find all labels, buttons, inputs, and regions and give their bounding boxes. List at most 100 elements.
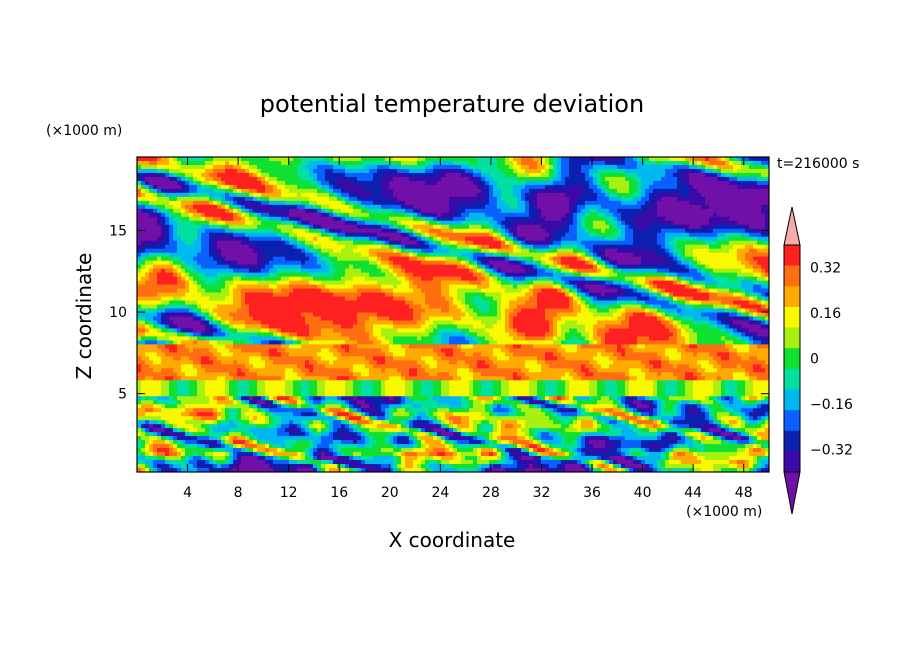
field-cell <box>545 236 550 242</box>
field-cell <box>233 192 238 198</box>
field-cell <box>509 160 514 166</box>
field-cell <box>441 264 446 270</box>
field-cell <box>625 232 630 238</box>
field-cell <box>589 268 594 274</box>
field-cell <box>405 280 410 285</box>
field-cell <box>601 264 606 270</box>
field-cell <box>721 172 726 178</box>
field-cell <box>453 248 458 254</box>
field-cell <box>701 172 706 178</box>
field-cell <box>573 172 578 178</box>
field-cell <box>549 208 554 214</box>
field-cell <box>729 192 734 198</box>
field-cell <box>477 160 482 166</box>
field-cell <box>637 200 642 206</box>
field-cell <box>397 216 402 222</box>
field-cell <box>493 260 498 266</box>
field-cell <box>609 168 614 174</box>
field-cell <box>621 228 626 234</box>
field-cell <box>257 280 262 285</box>
field-cell <box>701 164 706 170</box>
field-cell <box>381 196 386 202</box>
field-cell <box>185 240 190 246</box>
field-cell <box>289 228 294 234</box>
field-cell <box>745 184 750 190</box>
field-cell <box>401 244 406 250</box>
field-cell <box>393 172 398 178</box>
field-cell <box>741 196 746 202</box>
field-cell <box>701 252 706 258</box>
field-cell <box>601 180 606 186</box>
field-cell <box>705 276 710 282</box>
field-cell <box>369 264 374 270</box>
field-cell <box>373 172 378 178</box>
field-cell <box>593 240 598 246</box>
field-cell <box>637 272 642 278</box>
field-cell <box>677 264 682 270</box>
field-cell <box>153 224 158 230</box>
field-cell <box>465 224 470 230</box>
field-cell <box>581 188 586 194</box>
field-cell <box>141 280 146 285</box>
field-cell <box>429 272 434 278</box>
field-cell <box>533 208 538 214</box>
field-cell <box>169 200 174 206</box>
field-cell <box>593 212 598 218</box>
field-cell <box>565 228 570 234</box>
field-cell <box>637 252 642 258</box>
field-cell <box>149 164 154 170</box>
field-cell <box>309 160 314 166</box>
field-cell <box>605 176 610 182</box>
field-cell <box>377 208 382 214</box>
field-cell <box>361 260 366 266</box>
field-cell <box>629 216 634 222</box>
field-cell <box>289 268 294 274</box>
field-cell <box>169 280 174 285</box>
field-cell <box>301 256 306 262</box>
field-cell <box>665 252 670 258</box>
field-cell <box>753 160 758 166</box>
field-cell <box>741 200 746 206</box>
field-cell <box>645 168 650 174</box>
field-cell <box>145 188 150 194</box>
field-cell <box>657 228 662 234</box>
field-cell <box>525 224 530 230</box>
field-cell <box>149 212 154 218</box>
field-cell <box>309 208 314 214</box>
field-cell <box>737 200 742 206</box>
field-cell <box>493 180 498 186</box>
field-cell <box>629 276 634 282</box>
field-cell <box>221 180 226 186</box>
field-cell <box>149 228 154 234</box>
field-cell <box>577 196 582 202</box>
field-cell <box>237 160 242 166</box>
field-cell <box>449 268 454 274</box>
field-cell <box>585 184 590 190</box>
field-cell <box>217 272 222 278</box>
field-cell <box>685 220 690 226</box>
field-cell <box>181 196 186 202</box>
field-cell <box>561 216 566 222</box>
field-cell <box>437 224 442 230</box>
field-cell <box>701 192 706 198</box>
field-cell <box>681 204 686 210</box>
field-cell <box>489 212 494 218</box>
field-cell <box>757 276 762 282</box>
field-cell <box>465 188 470 194</box>
field-cell <box>353 244 358 250</box>
field-cell <box>145 252 150 258</box>
field-cell <box>177 200 182 206</box>
field-cell <box>229 200 234 206</box>
field-cell <box>161 212 166 218</box>
field-cell <box>725 276 730 282</box>
field-cell <box>549 220 554 226</box>
field-cell <box>741 212 746 218</box>
field-cell <box>325 157 330 162</box>
field-cell <box>469 212 474 218</box>
field-cell <box>569 252 574 258</box>
field-cell <box>525 164 530 170</box>
field-cell <box>581 272 586 278</box>
field-cell <box>457 260 462 266</box>
field-cell <box>505 240 510 246</box>
field-cell <box>501 280 506 285</box>
